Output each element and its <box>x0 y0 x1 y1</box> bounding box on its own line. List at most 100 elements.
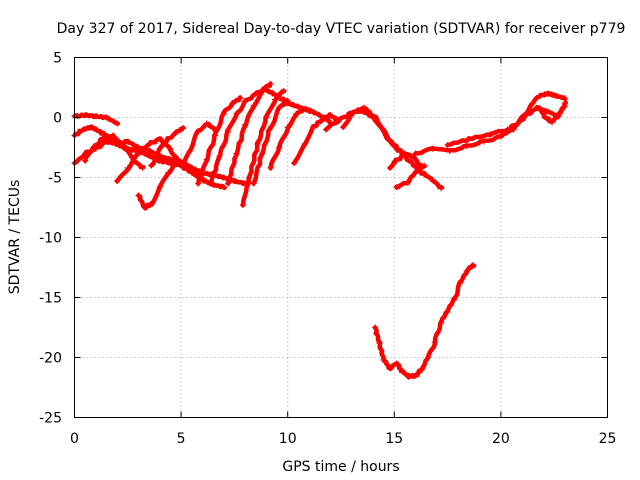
data-point <box>114 120 121 127</box>
data-point <box>252 90 259 97</box>
data-point <box>165 136 172 143</box>
trace-sat-s <box>394 163 427 190</box>
y-tick-label: -25 <box>39 411 62 427</box>
trace-sat-l <box>240 88 287 208</box>
data-point <box>419 366 426 373</box>
data-point <box>190 169 197 176</box>
x-tick-label: 20 <box>492 431 510 447</box>
data-point <box>549 119 556 126</box>
chart-title: Day 327 of 2017, Sidereal Day-to-day VTE… <box>57 21 626 37</box>
data-point <box>561 100 568 107</box>
data-traces <box>71 80 568 380</box>
data-point <box>393 184 400 191</box>
data-point <box>167 145 174 152</box>
data-point <box>372 324 379 331</box>
data-point <box>480 138 487 145</box>
data-point <box>250 102 257 109</box>
data-point <box>212 132 219 139</box>
data-point <box>421 162 428 169</box>
data-point <box>291 160 298 167</box>
data-point <box>80 126 87 133</box>
data-point <box>220 110 227 117</box>
data-point <box>267 124 274 131</box>
data-point <box>470 262 477 269</box>
data-point <box>393 157 400 164</box>
data-point <box>323 126 330 133</box>
data-point <box>350 109 357 116</box>
data-point <box>387 164 394 171</box>
data-point <box>310 124 317 131</box>
y-tick-label: -15 <box>39 291 62 307</box>
data-point <box>463 268 470 275</box>
data-point <box>148 200 155 207</box>
y-tick-label: -5 <box>48 171 62 187</box>
data-point <box>429 176 436 183</box>
data-point <box>207 180 214 187</box>
data-point <box>271 96 278 103</box>
data-point <box>146 152 153 159</box>
data-point <box>372 114 379 121</box>
trace-sat-g <box>149 125 186 168</box>
data-point <box>401 150 408 157</box>
data-point <box>195 180 202 187</box>
data-point <box>141 204 148 211</box>
data-point <box>114 178 121 185</box>
data-point <box>410 154 417 161</box>
data-point <box>412 169 419 176</box>
x-tick-label: 5 <box>177 431 186 447</box>
axis-ticks <box>74 57 608 418</box>
data-point <box>429 145 436 152</box>
data-point <box>406 373 413 380</box>
x-axis-title: GPS time / hours <box>282 459 399 475</box>
data-point <box>463 143 470 150</box>
data-point <box>165 169 172 176</box>
data-point <box>544 108 551 115</box>
data-point <box>487 131 494 138</box>
tick-labels: 0 5 10 15 20 25 5 0 -5 -10 -15 -20 -25 <box>39 51 616 448</box>
data-point <box>99 136 106 143</box>
data-point <box>299 107 306 114</box>
data-point <box>340 124 347 131</box>
data-point <box>438 185 445 192</box>
data-point <box>318 116 325 123</box>
data-point <box>553 92 560 99</box>
data-point <box>412 150 419 157</box>
data-point <box>380 356 387 363</box>
data-point <box>237 95 244 102</box>
data-point <box>220 174 227 181</box>
data-point <box>120 143 127 150</box>
x-tick-label: 0 <box>70 431 79 447</box>
y-tick-label: 0 <box>53 111 62 127</box>
data-point <box>284 124 291 131</box>
y-tick-label: -10 <box>39 231 62 247</box>
data-point <box>393 145 400 152</box>
data-point <box>555 110 562 117</box>
data-point <box>267 164 274 171</box>
data-point <box>109 132 116 139</box>
data-point <box>446 148 453 155</box>
data-point <box>536 92 543 99</box>
data-point <box>450 296 457 303</box>
data-point <box>233 110 240 117</box>
data-point <box>444 308 451 315</box>
data-point <box>399 368 406 375</box>
data-point <box>382 132 389 139</box>
data-point <box>412 372 419 379</box>
data-point <box>301 140 308 147</box>
y-tick-label: 5 <box>53 51 62 67</box>
data-point <box>523 112 530 119</box>
data-point <box>156 136 163 143</box>
data-point <box>225 180 232 187</box>
data-point <box>146 140 153 147</box>
data-point <box>82 157 89 164</box>
data-point <box>333 118 340 125</box>
data-point <box>544 90 551 97</box>
data-point <box>156 145 163 152</box>
data-point <box>276 144 283 151</box>
data-point <box>250 180 257 187</box>
data-point <box>124 138 131 145</box>
data-point <box>387 365 394 372</box>
data-point <box>267 80 274 87</box>
trace-sat-u <box>445 104 567 148</box>
